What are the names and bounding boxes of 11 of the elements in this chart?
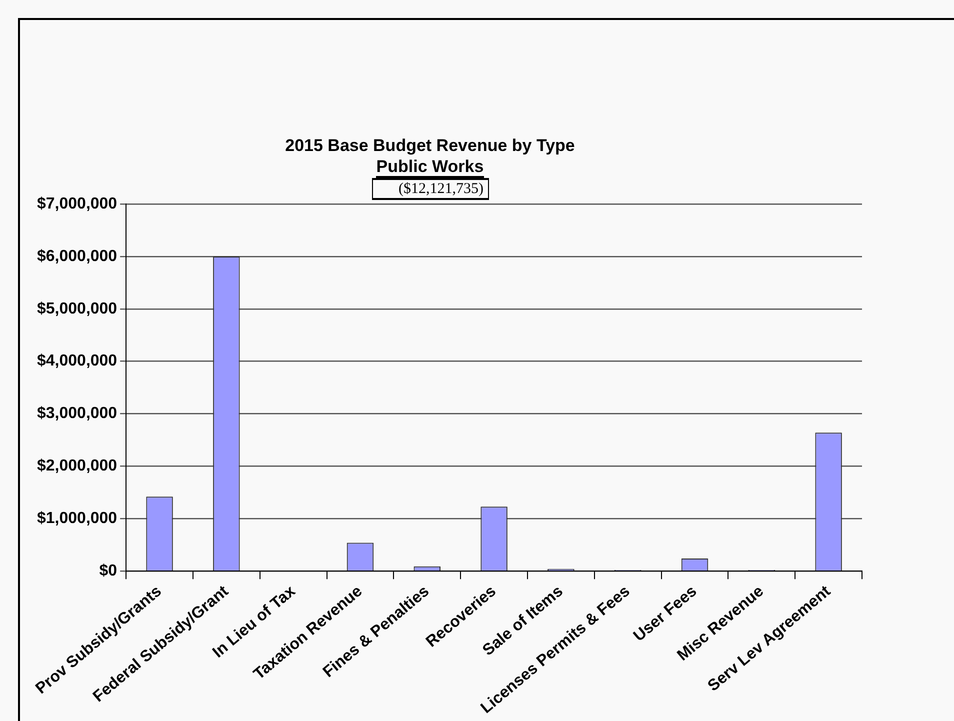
y-tick-label: $1,000,000 [37, 510, 118, 528]
y-tick-label: $4,000,000 [37, 352, 118, 370]
y-tick-label: $3,000,000 [37, 405, 118, 422]
y-tick-label: $7,000,000 [37, 195, 118, 212]
text: ($12,121,735) [372, 178, 488, 200]
y-tick-label: $2,000,000 [37, 458, 118, 475]
y-tick-label: $5,000,000 [37, 300, 118, 318]
chart-subtitle: Public Works [376, 157, 484, 178]
y-tick-label: $6,000,000 [37, 248, 118, 265]
chart-title: 2015 Base Budget Revenue by Type [284, 135, 576, 156]
y-tick-label: $0 [99, 562, 118, 580]
